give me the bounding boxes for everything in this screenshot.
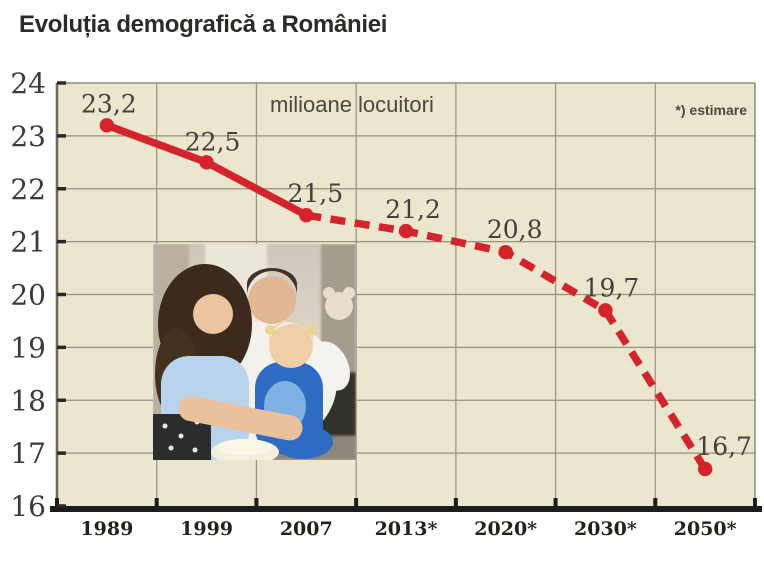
y-axis-tick bbox=[57, 345, 66, 350]
unit-label: milioane locuitori bbox=[270, 92, 434, 117]
data-point bbox=[398, 223, 414, 239]
data-value-label: 21,5 bbox=[287, 179, 343, 208]
y-tick-label: 24 bbox=[10, 67, 46, 100]
x-tick-label: 1989 bbox=[80, 518, 133, 540]
estimate-note: *) estimare bbox=[675, 102, 747, 118]
photo-father-face bbox=[248, 276, 296, 324]
y-axis-tick bbox=[57, 292, 66, 297]
data-value-label: 23,2 bbox=[81, 89, 137, 118]
x-tick-label: 2050* bbox=[674, 518, 737, 540]
chart-title: Evoluția demografică a României bbox=[19, 11, 388, 38]
x-axis-tick bbox=[553, 498, 558, 506]
data-value-label: 16,7 bbox=[696, 432, 752, 461]
data-point bbox=[99, 118, 115, 133]
y-tick-label: 22 bbox=[10, 173, 46, 206]
data-value-label: 20,8 bbox=[487, 215, 543, 244]
data-value-label: 21,2 bbox=[385, 195, 441, 224]
data-point bbox=[598, 303, 613, 318]
label-layer: 16 17 18 19 20 21 22 23 24 1989 1999 2007 2013* 2020*… bbox=[10, 67, 762, 540]
x-tick-label: 2030* bbox=[574, 518, 637, 540]
x-tick-label: 2020* bbox=[474, 518, 537, 540]
y-axis-tick bbox=[57, 504, 66, 508]
y-axis-tick bbox=[57, 398, 66, 402]
y-tick-label: 16 bbox=[10, 490, 46, 523]
y-axis-tick bbox=[57, 187, 66, 191]
family-photo bbox=[153, 244, 356, 460]
data-point bbox=[697, 461, 713, 477]
y-tick-label: 19 bbox=[10, 331, 46, 364]
photo-bowl bbox=[211, 439, 279, 460]
x-axis-tick bbox=[653, 498, 658, 506]
y-axis-tick bbox=[57, 239, 66, 244]
data-value-label: 19,7 bbox=[584, 273, 640, 302]
data-line-layer bbox=[99, 118, 713, 477]
x-tick-label: 2013* bbox=[375, 518, 438, 540]
x-axis-tick bbox=[254, 498, 259, 506]
photo-toddler bbox=[255, 321, 350, 459]
x-tick-label: 1999 bbox=[180, 518, 233, 540]
y-axis-tick bbox=[57, 451, 66, 455]
y-tick-label: 23 bbox=[10, 120, 46, 153]
y-tick-label: 21 bbox=[10, 226, 46, 259]
data-point bbox=[299, 207, 314, 223]
photo-plush-toy bbox=[323, 287, 355, 320]
gridline-layer bbox=[55, 82, 756, 506]
x-axis-tick bbox=[55, 498, 59, 506]
x-axis-tick bbox=[753, 498, 757, 506]
y-tick-label: 20 bbox=[10, 279, 46, 312]
y-tick-label: 18 bbox=[10, 384, 46, 417]
x-axis-tick bbox=[354, 498, 359, 506]
x-tick-label: 2007 bbox=[280, 518, 333, 540]
data-point bbox=[199, 155, 214, 170]
y-tick-label: 17 bbox=[10, 437, 46, 470]
data-value-label: 22,5 bbox=[185, 127, 241, 156]
x-axis-tick bbox=[154, 498, 159, 506]
y-axis-tick bbox=[57, 134, 66, 138]
y-axis-tick bbox=[57, 81, 66, 85]
photo-mother-face bbox=[193, 294, 233, 334]
data-point bbox=[498, 245, 513, 260]
x-axis-tick bbox=[453, 498, 458, 506]
x-axis-line bbox=[50, 506, 762, 512]
photo-mother-arm bbox=[178, 396, 303, 441]
